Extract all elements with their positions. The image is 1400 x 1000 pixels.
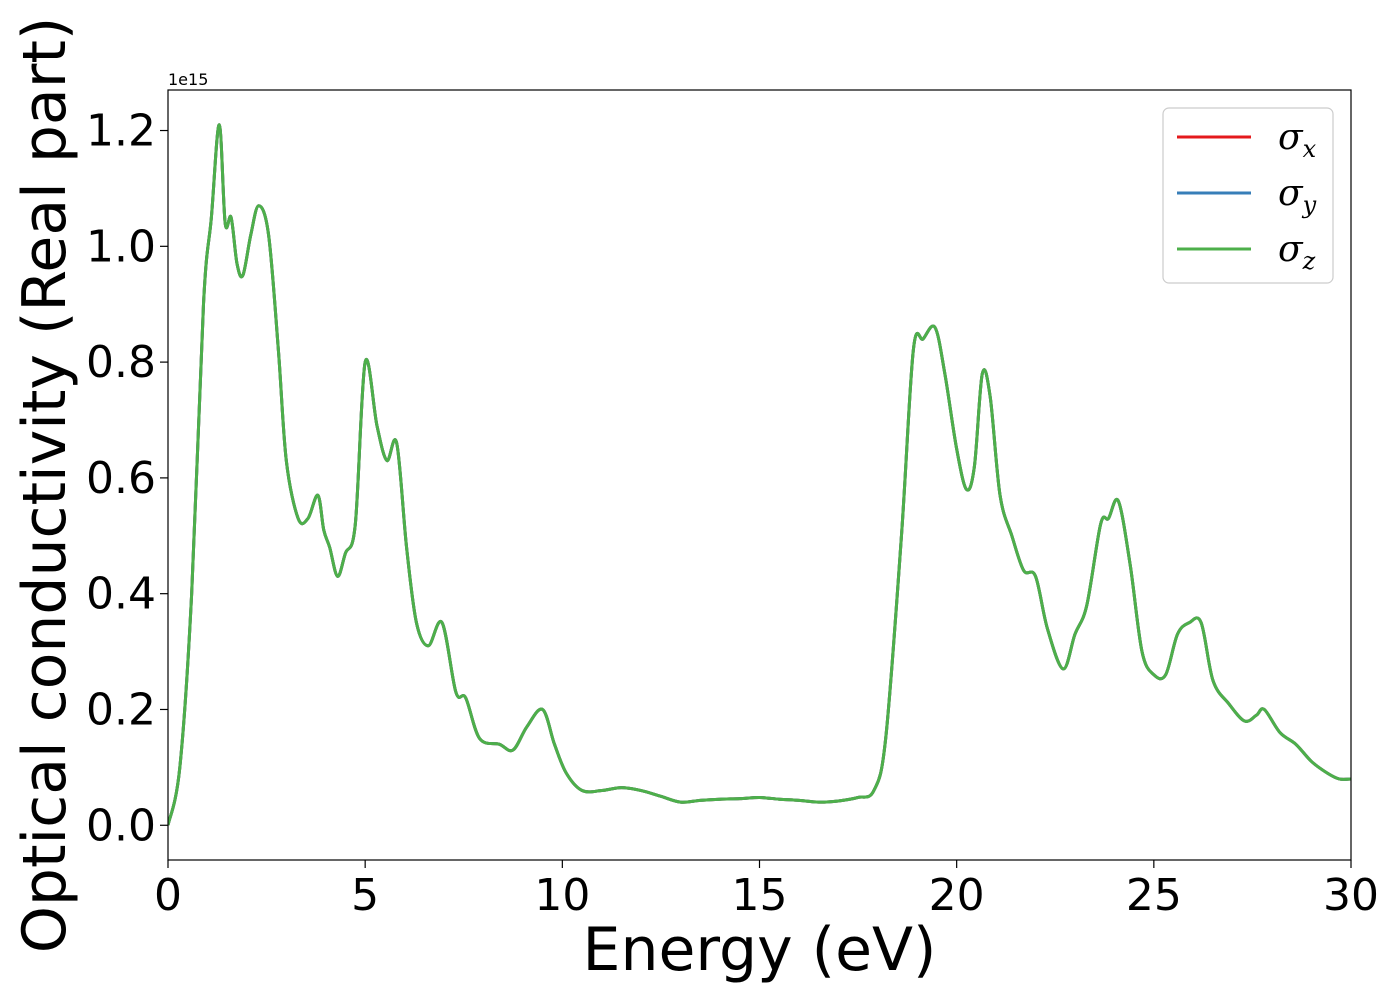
y-tick-label: 0.6 bbox=[86, 453, 156, 504]
legend-subscript: z bbox=[1302, 247, 1316, 275]
x-tick-label: 10 bbox=[534, 870, 590, 921]
legend-symbol: σ bbox=[1278, 229, 1304, 270]
series-layer bbox=[168, 123, 1351, 826]
y-tick-label: 1.2 bbox=[86, 106, 156, 157]
x-axis-label: Energy (eV) bbox=[583, 915, 937, 985]
y-axis: 0.0 0.2 0.4 0.6 0.8 1.0 1.2 bbox=[86, 106, 168, 851]
legend-label-z: σz bbox=[1278, 229, 1316, 275]
x-tick-label: 20 bbox=[929, 870, 985, 921]
legend-label-x: σx bbox=[1278, 117, 1317, 163]
y-tick-label: 0.8 bbox=[86, 337, 156, 388]
legend-symbol: σ bbox=[1278, 117, 1304, 158]
x-tick-label: 15 bbox=[732, 870, 788, 921]
legend-symbol: σ bbox=[1278, 173, 1304, 214]
legend-label-y: σy bbox=[1278, 173, 1317, 219]
x-axis: 0 5 10 15 20 25 30 bbox=[154, 860, 1379, 921]
y-tick-label: 0.4 bbox=[86, 569, 156, 620]
y-axis-label: Optical conductivity (Real part) bbox=[10, 17, 80, 954]
x-tick-label: 25 bbox=[1126, 870, 1182, 921]
x-tick-label: 0 bbox=[154, 870, 182, 921]
y-offset-text: 1e15 bbox=[168, 70, 208, 89]
y-tick-label: 1.0 bbox=[86, 221, 156, 272]
legend-subscript: x bbox=[1303, 135, 1317, 163]
x-tick-label: 5 bbox=[351, 870, 379, 921]
series-line-z bbox=[168, 123, 1351, 826]
legend-box bbox=[1162, 107, 1334, 284]
y-tick-label: 0.0 bbox=[86, 800, 156, 851]
y-tick-label: 0.2 bbox=[86, 684, 156, 735]
legend-subscript: y bbox=[1302, 191, 1317, 219]
x-tick-label: 30 bbox=[1323, 870, 1379, 921]
